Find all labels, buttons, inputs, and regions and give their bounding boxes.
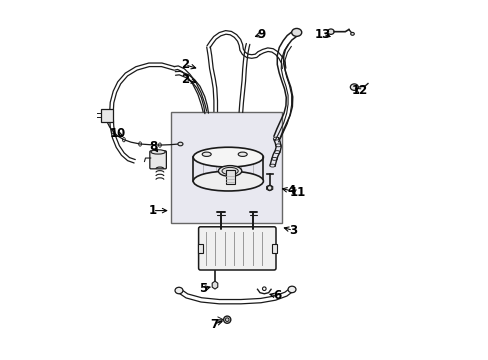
Ellipse shape — [218, 166, 241, 176]
Text: 2: 2 — [181, 73, 189, 86]
Polygon shape — [266, 185, 272, 191]
Text: 3: 3 — [288, 224, 297, 237]
Text: 4: 4 — [286, 184, 295, 197]
Ellipse shape — [178, 142, 183, 146]
Ellipse shape — [193, 147, 263, 167]
FancyBboxPatch shape — [149, 151, 166, 169]
Bar — [271, 244, 277, 253]
Ellipse shape — [327, 29, 333, 35]
Text: 13: 13 — [314, 28, 330, 41]
Ellipse shape — [202, 152, 211, 157]
FancyBboxPatch shape — [198, 227, 275, 270]
Text: 8: 8 — [149, 140, 158, 153]
Ellipse shape — [151, 150, 165, 154]
Text: 1: 1 — [148, 204, 157, 217]
Text: 2: 2 — [181, 58, 189, 71]
Ellipse shape — [223, 316, 230, 323]
Bar — [225, 170, 234, 184]
Ellipse shape — [267, 186, 271, 190]
Ellipse shape — [222, 167, 238, 175]
Bar — [170, 112, 282, 223]
Text: 9: 9 — [257, 28, 265, 41]
Text: 5: 5 — [199, 282, 207, 295]
Ellipse shape — [287, 286, 295, 293]
Text: 6: 6 — [272, 289, 281, 302]
Ellipse shape — [225, 318, 228, 321]
Text: 10: 10 — [109, 127, 125, 140]
Bar — [101, 109, 113, 122]
Text: 12: 12 — [351, 84, 367, 97]
Ellipse shape — [193, 171, 263, 191]
Text: 11: 11 — [289, 186, 305, 199]
Ellipse shape — [350, 32, 354, 35]
Ellipse shape — [291, 28, 301, 36]
Ellipse shape — [175, 287, 183, 294]
Text: 7: 7 — [209, 318, 218, 330]
Bar — [197, 244, 203, 253]
Ellipse shape — [349, 84, 358, 90]
Ellipse shape — [238, 152, 247, 157]
Polygon shape — [212, 281, 217, 289]
